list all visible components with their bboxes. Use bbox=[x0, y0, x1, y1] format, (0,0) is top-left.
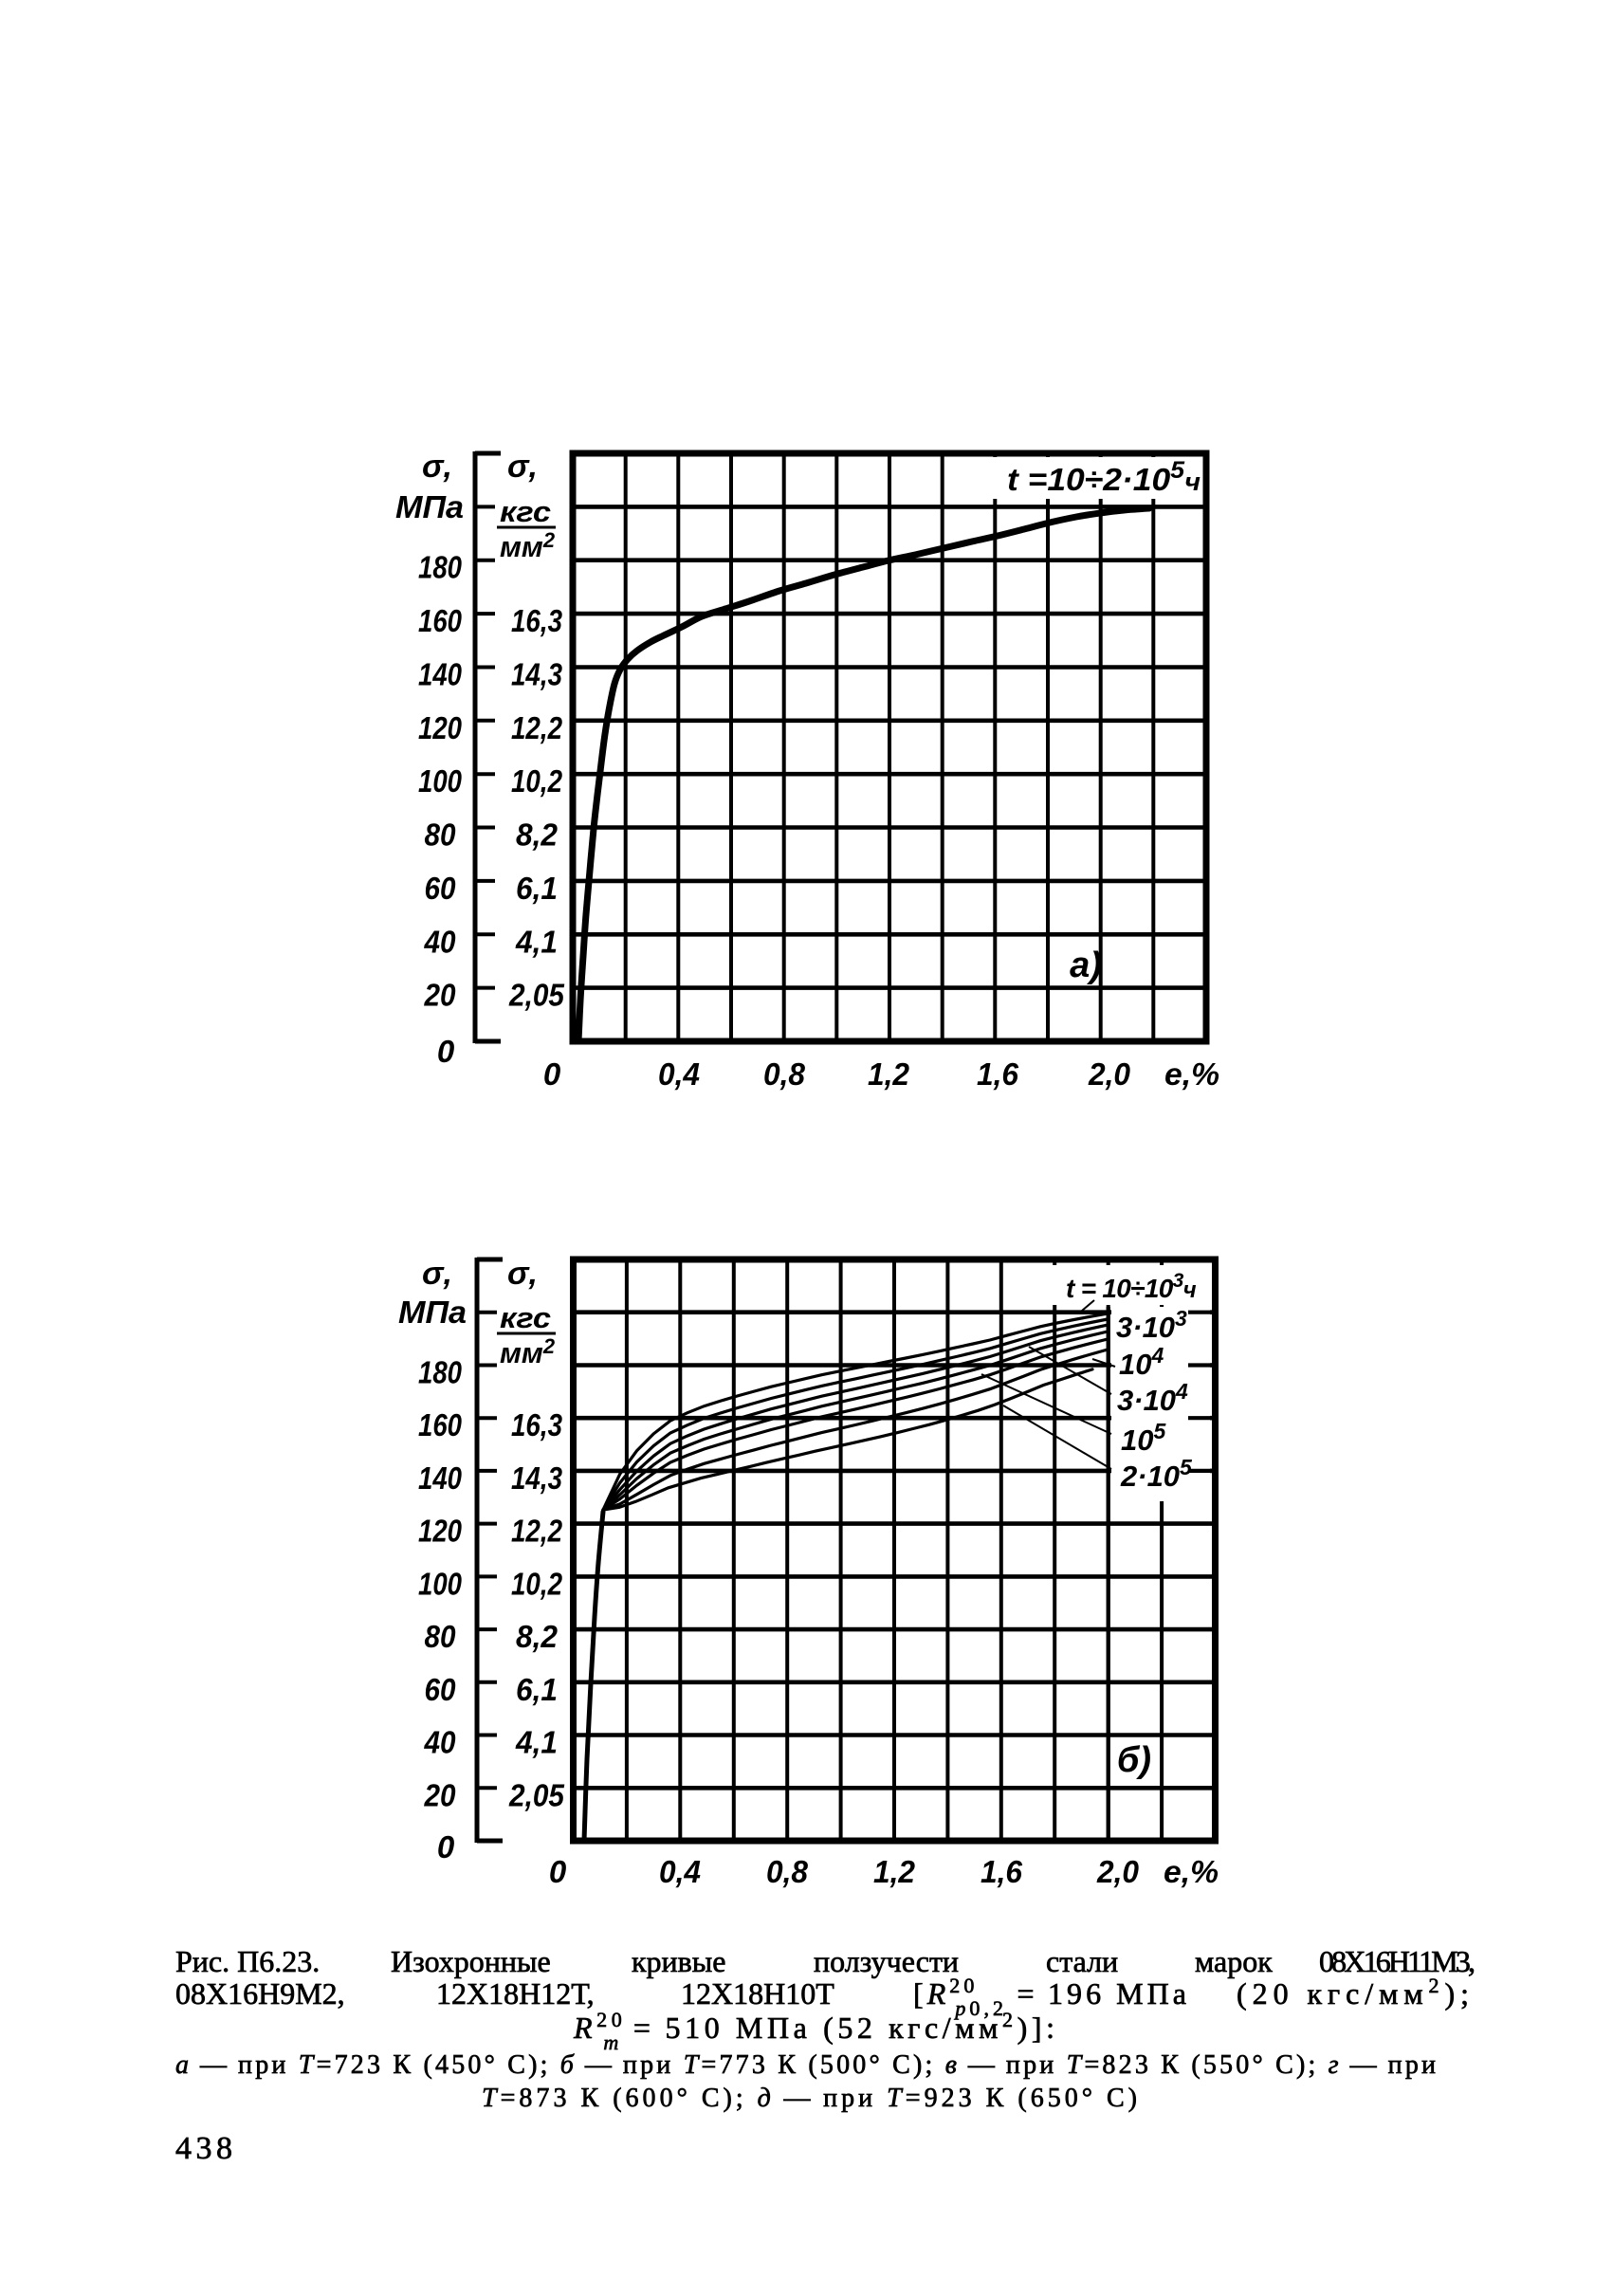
svg-text:08Х16Н11М3,: 08Х16Н11М3, bbox=[1319, 1944, 1476, 1978]
svg-text:4,1: 4,1 bbox=[515, 1725, 558, 1760]
svg-text:Т=873 К (600° С); д — при Т=92: Т =873 К (600° С); д — при Т =923 К (650° … bbox=[482, 2084, 1137, 2113]
svg-text:140: 140 bbox=[418, 657, 463, 692]
svg-text:σ,: σ, bbox=[422, 449, 452, 485]
svg-text:1,2: 1,2 bbox=[873, 1854, 916, 1889]
svg-text:40: 40 bbox=[424, 924, 456, 959]
svg-text:стали: стали bbox=[1046, 1944, 1118, 1978]
svg-text:ползучести: ползучести bbox=[814, 1944, 959, 1978]
svg-text:б): б) bbox=[1117, 1740, 1151, 1780]
svg-text:438: 438 bbox=[175, 2131, 232, 2166]
svg-text:0: 0 bbox=[437, 1829, 455, 1864]
svg-text:12Х18Н12Т,: 12Х18Н12Т, bbox=[436, 1976, 595, 2011]
svg-text:60: 60 bbox=[425, 1672, 457, 1707]
svg-text:12,2: 12,2 bbox=[511, 710, 563, 745]
svg-text:12,2: 12,2 bbox=[511, 1514, 563, 1549]
svg-text:20: 20 bbox=[424, 1777, 456, 1812]
svg-text:60: 60 bbox=[425, 871, 457, 906]
svg-text:а): а) bbox=[1070, 946, 1102, 985]
svg-text:σ,: σ, bbox=[507, 449, 538, 485]
svg-text:140: 140 bbox=[418, 1460, 463, 1496]
svg-text:e,%: e,% bbox=[1164, 1056, 1219, 1092]
svg-text:16,3: 16,3 bbox=[511, 1407, 562, 1442]
svg-text:180: 180 bbox=[418, 550, 463, 585]
svg-text:4,1: 4,1 bbox=[515, 924, 558, 959]
svg-text:1,6: 1,6 bbox=[981, 1854, 1023, 1889]
svg-text:2,05: 2,05 bbox=[508, 1777, 564, 1812]
svg-text:марок: марок bbox=[1195, 1944, 1273, 1978]
svg-text:100: 100 bbox=[418, 763, 463, 799]
svg-text:6,1: 6,1 bbox=[516, 1672, 558, 1707]
svg-text:2,05: 2,05 bbox=[508, 978, 564, 1013]
svg-text:100: 100 bbox=[418, 1566, 463, 1601]
svg-text:0: 0 bbox=[549, 1854, 567, 1889]
svg-text:120: 120 bbox=[418, 710, 463, 745]
svg-text:40: 40 bbox=[424, 1725, 456, 1760]
svg-text:14,3: 14,3 bbox=[511, 657, 562, 692]
svg-text:0,4: 0,4 bbox=[659, 1854, 701, 1889]
svg-text:0,8: 0,8 bbox=[766, 1854, 809, 1889]
svg-text:σ,: σ, bbox=[507, 1256, 538, 1292]
svg-text:1,2: 1,2 bbox=[868, 1056, 910, 1092]
svg-text:10,2: 10,2 bbox=[511, 1566, 563, 1601]
svg-text:кгс: кгс bbox=[500, 495, 551, 528]
svg-text:105: 105 bbox=[1121, 1419, 1166, 1457]
svg-text:0: 0 bbox=[543, 1056, 561, 1092]
svg-text:8,2: 8,2 bbox=[516, 1619, 559, 1654]
svg-text:12Х18Н10Т: 12Х18Н10Т bbox=[681, 1976, 834, 2011]
svg-text:120: 120 bbox=[418, 1514, 463, 1549]
svg-text:08Х16Н9М2,: 08Х16Н9М2, bbox=[175, 1976, 345, 2011]
svg-text:80: 80 bbox=[425, 1619, 457, 1654]
svg-text:2·105: 2·105 bbox=[1120, 1455, 1193, 1493]
svg-text:180: 180 bbox=[418, 1355, 463, 1390]
svg-text:20: 20 bbox=[424, 978, 456, 1013]
svg-text:0,8: 0,8 bbox=[763, 1056, 806, 1092]
svg-text:2,0: 2,0 bbox=[1096, 1854, 1140, 1889]
svg-text:80: 80 bbox=[425, 817, 457, 853]
svg-text:МПа: МПа bbox=[398, 1295, 467, 1330]
svg-text:Изохронные: Изохронные bbox=[391, 1944, 551, 1978]
svg-text:2,0: 2,0 bbox=[1088, 1056, 1131, 1092]
svg-text:1,6: 1,6 bbox=[977, 1056, 1019, 1092]
svg-text:160: 160 bbox=[418, 1407, 463, 1442]
svg-text:14,3: 14,3 bbox=[511, 1460, 562, 1496]
svg-text:8,2: 8,2 bbox=[516, 817, 559, 853]
svg-text:σ,: σ, bbox=[422, 1256, 452, 1292]
svg-text:160: 160 bbox=[418, 603, 463, 638]
svg-text:Рис. П6.23.: Рис. П6.23. bbox=[175, 1944, 320, 1978]
svg-text:10,2: 10,2 bbox=[511, 763, 563, 799]
svg-text:e,%: e,% bbox=[1164, 1854, 1219, 1889]
svg-text:0,4: 0,4 bbox=[658, 1056, 700, 1092]
svg-text:кривые: кривые bbox=[632, 1944, 725, 1978]
svg-text:кгс: кгс bbox=[500, 1301, 551, 1334]
svg-text:6,1: 6,1 bbox=[516, 871, 558, 906]
svg-text:0: 0 bbox=[437, 1034, 455, 1069]
svg-text:МПа: МПа bbox=[395, 489, 464, 524]
svg-text:16,3: 16,3 bbox=[511, 603, 562, 638]
